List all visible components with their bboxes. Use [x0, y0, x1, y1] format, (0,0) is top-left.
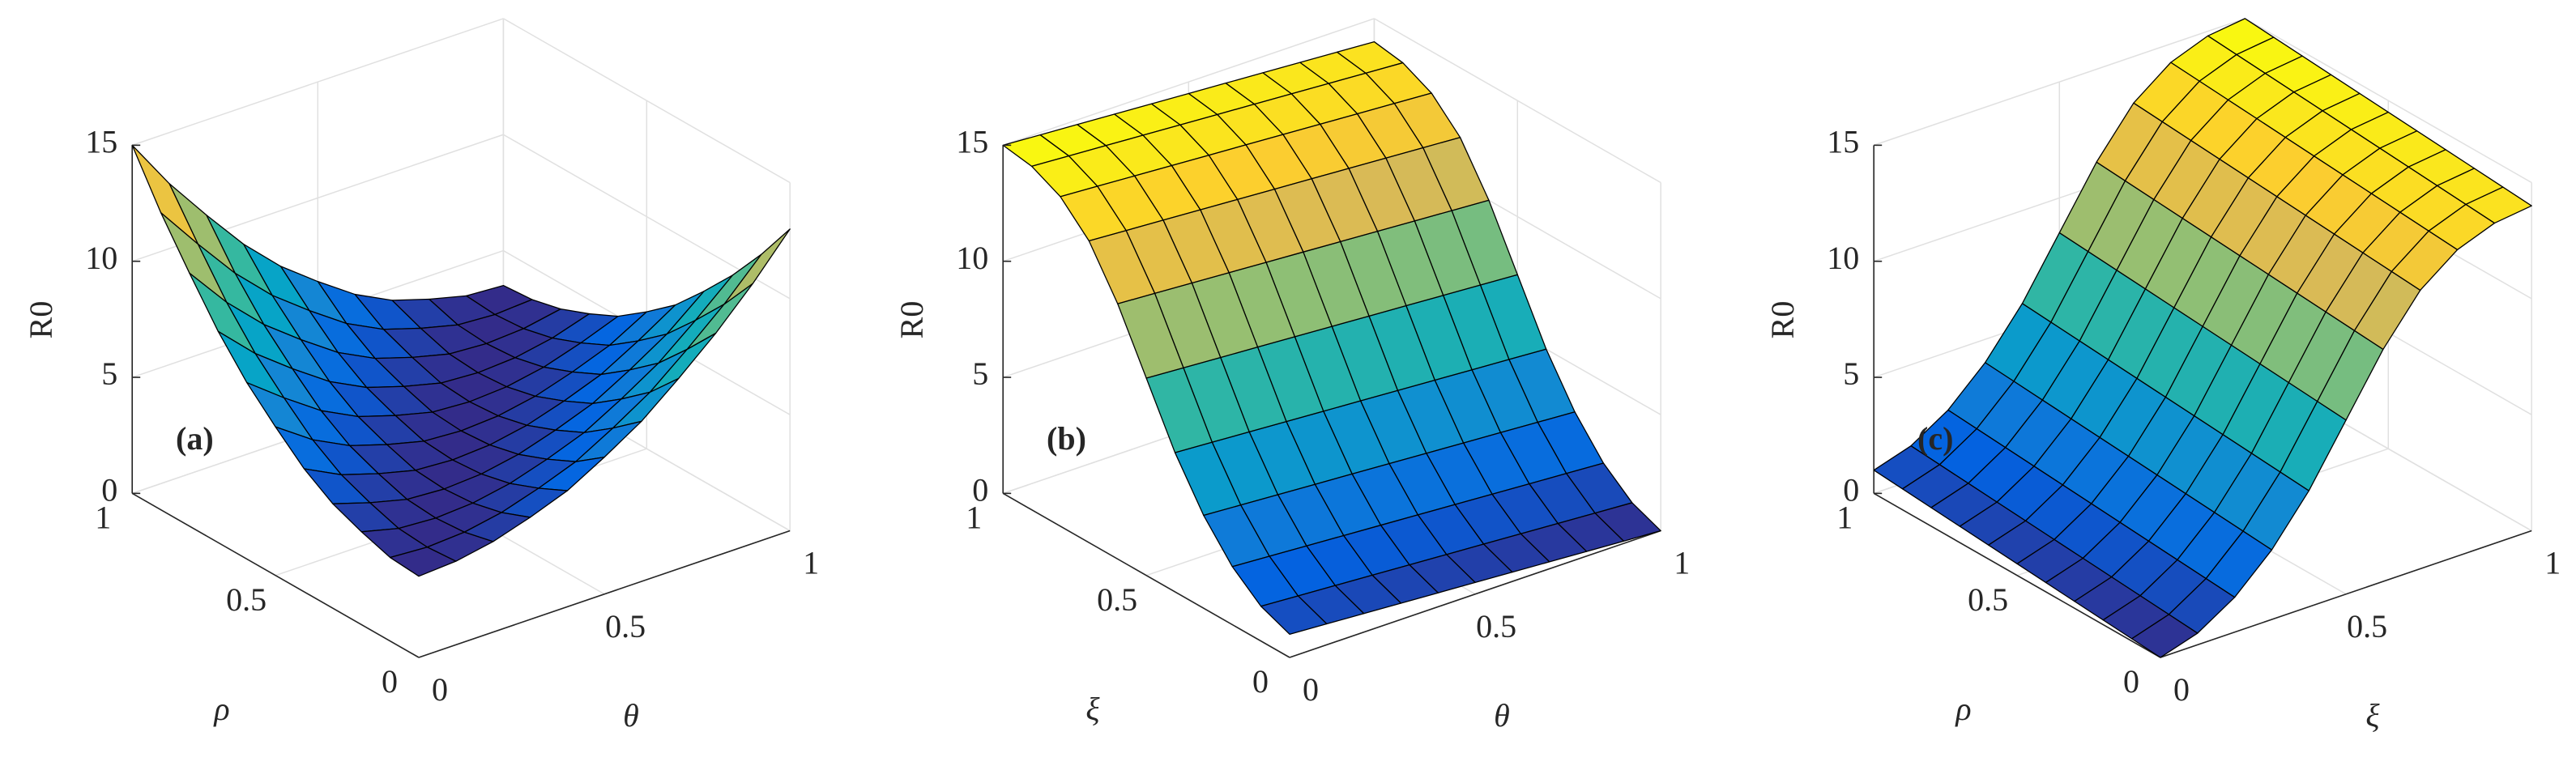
axis-line [1289, 530, 1661, 658]
y-tick-label: 0 [2123, 663, 2139, 700]
y-tick-label: 0.5 [226, 581, 267, 618]
z-tick-label: 5 [972, 355, 988, 392]
z-tick-label: 0 [101, 472, 117, 508]
y-tick-label: 0.5 [1097, 581, 1137, 618]
z-tick-label: 15 [956, 124, 988, 160]
z-axis-label: R0 [893, 301, 930, 339]
grid-line [131, 18, 504, 147]
y-axis-label: ρ [212, 691, 229, 727]
x-tick-label: 0 [1303, 671, 1319, 708]
axis-line [418, 530, 791, 658]
x-tick-label: 0.5 [605, 608, 646, 645]
x-tick-label: 1 [803, 545, 819, 581]
y-tick-label: 1 [966, 500, 982, 536]
x-tick-label: 0 [2173, 671, 2190, 708]
x-tick-label: 1 [1674, 545, 1690, 581]
grid-line [1374, 18, 1661, 184]
surface-facet [2390, 230, 2459, 291]
z-tick-label: 10 [956, 240, 988, 276]
panel-label: (c) [1917, 420, 1953, 457]
panel-label: (a) [176, 420, 214, 457]
y-tick-label: 0 [382, 663, 398, 700]
y-tick-label: 0 [1252, 663, 1269, 700]
z-tick-label: 5 [1843, 355, 1859, 392]
y-tick-label: 1 [1836, 500, 1853, 536]
x-tick-label: 0 [432, 671, 448, 708]
x-axis-label: ξ [2365, 697, 2380, 734]
x-tick-label: 0.5 [1476, 608, 1516, 645]
z-axis-label: R0 [23, 301, 59, 339]
z-tick-label: 0 [1843, 472, 1859, 508]
y-axis-label: ρ [1954, 691, 1971, 727]
surface-facet [1088, 230, 1156, 304]
x-axis-label: θ [1494, 697, 1510, 734]
y-tick-label: 0.5 [1968, 581, 2008, 618]
z-tick-label: 15 [85, 124, 117, 160]
z-tick-label: 0 [972, 472, 988, 508]
axis-line [131, 492, 420, 658]
axis-line [1002, 492, 1290, 658]
grid-line [1002, 18, 1375, 147]
surface-facet [131, 144, 199, 245]
z-tick-label: 10 [85, 240, 117, 276]
z-tick-label: 5 [101, 355, 117, 392]
z-tick-label: 15 [1827, 124, 1859, 160]
surface-facet [2130, 614, 2199, 658]
surface-facet [723, 228, 791, 305]
grid-line [503, 18, 791, 184]
grid-line [1873, 18, 2245, 147]
x-axis-label: θ [623, 697, 639, 734]
y-axis-label: ξ [1085, 691, 1100, 727]
z-tick-label: 10 [1827, 240, 1859, 276]
axis-line [1873, 492, 2161, 658]
z-axis-label: R0 [1764, 301, 1801, 339]
grid-line [2245, 18, 2532, 184]
panel-label: (b) [1047, 420, 1086, 457]
x-tick-label: 1 [2544, 545, 2561, 581]
surface-facet [389, 547, 457, 577]
y-tick-label: 1 [95, 500, 111, 536]
surface-facet [1260, 595, 1328, 635]
axis-line [2160, 530, 2532, 658]
x-tick-label: 0.5 [2347, 608, 2387, 645]
